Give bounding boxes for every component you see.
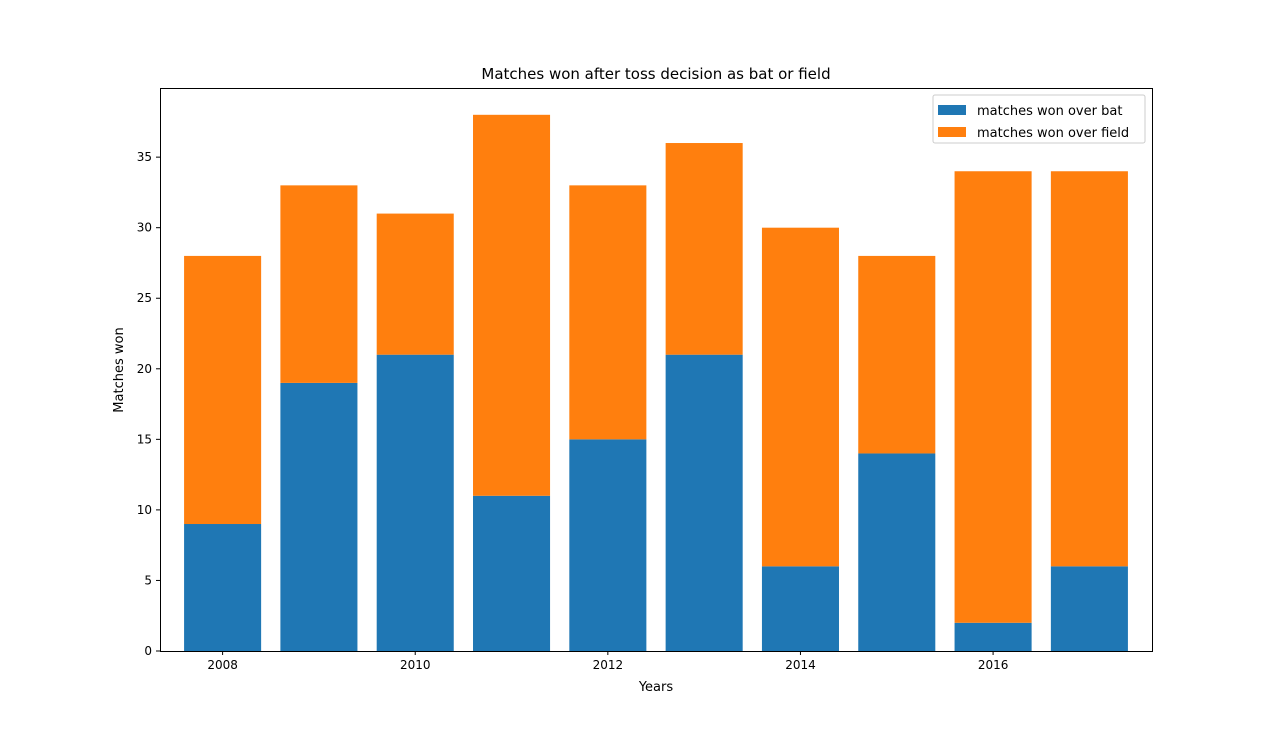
y-tick-label: 25 [137,291,152,305]
bar-field-2014 [761,227,839,567]
x-axis-label: Years [638,680,674,695]
x-tick-label: 2008 [207,658,238,672]
plot-frame [160,88,1153,652]
x-tick-label: 2016 [978,658,1009,672]
bar-bat-2014 [761,566,839,651]
y-tick-label: 35 [137,150,152,164]
y-tick-label: 30 [137,221,152,235]
bar-field-2017 [1050,171,1128,567]
legend-box [932,94,1146,144]
bar-bat-2013 [665,354,743,651]
bar-bat-2010 [376,354,454,651]
y-tick-label: 5 [144,573,152,587]
legend-swatch-bat [938,105,966,115]
y-tick-label: 15 [137,432,152,446]
bars-group [184,114,1128,651]
bar-field-2012 [569,185,647,440]
legend-swatch-field [938,127,966,137]
bar-bat-2008 [184,524,262,651]
bar-field-2009 [280,185,358,383]
chart-title: Matches won after toss decision as bat o… [481,65,830,83]
y-tick-label: 20 [137,362,152,376]
bar-bat-2012 [569,439,647,651]
bar-bat-2017 [1050,566,1128,651]
y-tick-label: 0 [144,644,152,658]
y-tick-label: 10 [137,503,152,517]
bar-field-2010 [376,213,454,355]
bar-bat-2011 [473,495,551,651]
x-axis-ticks: 2008 2010 2012 2014 2016 [207,651,1008,672]
bar-field-2011 [473,114,551,496]
bar-field-2015 [858,255,936,454]
x-tick-label: 2012 [593,658,624,672]
bar-bat-2015 [858,453,936,651]
bar-bat-2009 [280,382,358,651]
y-axis-ticks: 0 5 10 15 20 25 30 35 [137,150,160,658]
x-tick-label: 2014 [785,658,816,672]
bar-field-2013 [665,143,743,355]
legend-label-field: matches won over field [977,126,1129,141]
bar-bat-2016 [954,622,1032,651]
legend: matches won over bat matches won over fie… [932,94,1146,144]
x-tick-label: 2010 [400,658,431,672]
bar-field-2016 [954,171,1032,623]
legend-label-bat: matches won over bat [977,104,1122,119]
bar-field-2008 [184,255,262,525]
y-axis-label: Matches won [112,327,127,412]
